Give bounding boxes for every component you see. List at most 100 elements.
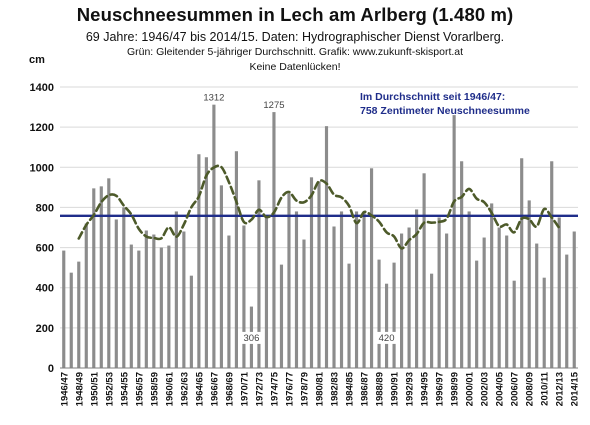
x-tick-label: 1976/77 [284, 372, 295, 406]
bar-1946/47 [62, 250, 66, 368]
average-legend-line-1: Im Durchschnitt seit 1946/47: [360, 91, 505, 103]
subtitle-line-2: Grün: Gleitender 5-jähriger Durchschnitt… [126, 46, 464, 58]
x-tick-label: 1972/73 [254, 372, 265, 406]
y-tick-label: 1400 [30, 82, 54, 94]
x-tick-label: 1994/95 [420, 371, 431, 406]
x-tick-label: 2000/01 [465, 371, 476, 406]
bar-1969/70 [234, 151, 238, 368]
bar-1990/91 [392, 262, 396, 368]
annotation-306: 306 [244, 333, 260, 344]
bar-1952/53 [107, 178, 111, 368]
bar-1996/97 [437, 217, 441, 368]
y-axis-label: cm [29, 54, 45, 66]
bar-1966/67 [212, 104, 216, 369]
x-tick-label: 1946/47 [59, 372, 70, 406]
bar-1979/80 [309, 177, 314, 368]
bar-1978/79 [302, 239, 306, 368]
bar-1956/57 [137, 250, 141, 368]
average-legend-line-2: 758 Zentimeter Neuschneesumme [360, 105, 530, 117]
x-tick-label: 1996/97 [435, 372, 446, 406]
x-tick-label: 1974/75 [269, 371, 280, 406]
bar-1950/51 [92, 188, 96, 368]
y-tick-label: 1000 [30, 162, 54, 174]
bar-1951/52 [99, 186, 103, 368]
bar-1982/83 [332, 226, 336, 368]
x-tick-label: 1990/91 [390, 371, 401, 406]
bar-1994/95 [422, 173, 426, 368]
bar-1976/77 [287, 193, 291, 368]
bar-1985/86 [354, 211, 359, 368]
bar-1973/74 [264, 217, 269, 368]
bar-2013/14 [565, 254, 569, 368]
y-tick-label: 200 [36, 323, 54, 335]
bar-1983/84 [339, 211, 344, 368]
x-tick-label: 2008/09 [525, 372, 536, 406]
bar-1964/65 [197, 154, 201, 368]
bar-2005/06 [505, 235, 509, 368]
average-legend: Im Durchschnitt seit 1946/47: 758 Zentim… [360, 91, 530, 117]
bar-2010/11 [542, 277, 546, 368]
annotation-420: 420 [379, 333, 395, 344]
x-tick-label: 1968/69 [224, 372, 235, 406]
bar-1986/87 [362, 211, 366, 368]
bar-1963/64 [189, 275, 193, 368]
x-tick-label: 1956/57 [134, 372, 145, 406]
bar-1960/61 [167, 245, 171, 368]
x-tick-label: 2004/05 [495, 371, 506, 406]
x-tick-label: 1978/79 [299, 372, 310, 406]
bar-2003/04 [490, 203, 494, 368]
x-tick-label: 2006/07 [510, 372, 521, 406]
x-tick-label: 1988/89 [375, 372, 386, 406]
bar-1958/59 [152, 234, 156, 368]
bar-1980/81 [317, 181, 321, 368]
y-tick-label: 1200 [30, 122, 54, 134]
x-tick-label: 1966/67 [209, 372, 220, 406]
x-tick-label: 1954/55 [119, 371, 130, 406]
x-tick-label: 2002/03 [480, 372, 491, 406]
x-tick-label: 1984/85 [345, 371, 356, 406]
bar-1987/88 [369, 168, 374, 368]
bar-1955/56 [129, 244, 133, 368]
bar-2014/15 [572, 231, 576, 368]
bar-1975/76 [279, 264, 284, 368]
bar-2004/05 [497, 227, 501, 368]
bar-1997/98 [445, 233, 449, 368]
x-tick-label: 1992/93 [405, 372, 416, 406]
y-tick-label: 400 [36, 283, 54, 295]
bar-2011/12 [550, 161, 554, 368]
bar-2012/13 [557, 217, 561, 368]
bar-1947/48 [69, 272, 73, 368]
x-tick-label: 1982/83 [330, 372, 341, 406]
bar-1954/55 [122, 207, 126, 368]
bar-1949/50 [84, 223, 88, 368]
bar-1984/85 [347, 263, 351, 368]
x-tick-label: 2012/13 [555, 372, 566, 406]
y-tick-label: 600 [36, 243, 54, 255]
x-tick-label: 1960/61 [164, 371, 175, 406]
bar-1959/60 [159, 247, 163, 368]
bar-1988/89 [377, 259, 381, 368]
bar-1989/90 [384, 283, 389, 368]
moving-average-line [77, 164, 561, 250]
annotations-group: 1312 1275 306 420 [203, 93, 398, 344]
x-tick-label: 1948/49 [74, 372, 85, 406]
bar-1977/78 [294, 211, 299, 368]
bar-1965/66 [204, 157, 208, 368]
x-tick-label: 1958/59 [149, 372, 160, 406]
bar-1970/71 [242, 225, 246, 368]
chart-title: Neuschneesummen in Lech am Arlberg (1.48… [76, 4, 514, 25]
bar-1974/75 [272, 112, 276, 368]
bar-1995/96 [430, 273, 434, 368]
x-tick-label: 1952/53 [104, 372, 115, 406]
subtitle-line-3: Keine Datenlücken! [249, 61, 341, 73]
bar-1972/73 [257, 180, 261, 368]
bar-1991/92 [400, 233, 404, 368]
bar-2000/01 [467, 211, 471, 368]
bar-1968/69 [227, 235, 231, 368]
x-tick-label: 1970/71 [239, 371, 250, 406]
bar-2006/07 [512, 280, 516, 368]
x-tick-label: 1964/65 [194, 371, 205, 406]
x-tick-label: 1986/87 [360, 372, 371, 406]
annotation-1275: 1275 [263, 100, 284, 111]
y-tick-label: 800 [36, 202, 54, 214]
